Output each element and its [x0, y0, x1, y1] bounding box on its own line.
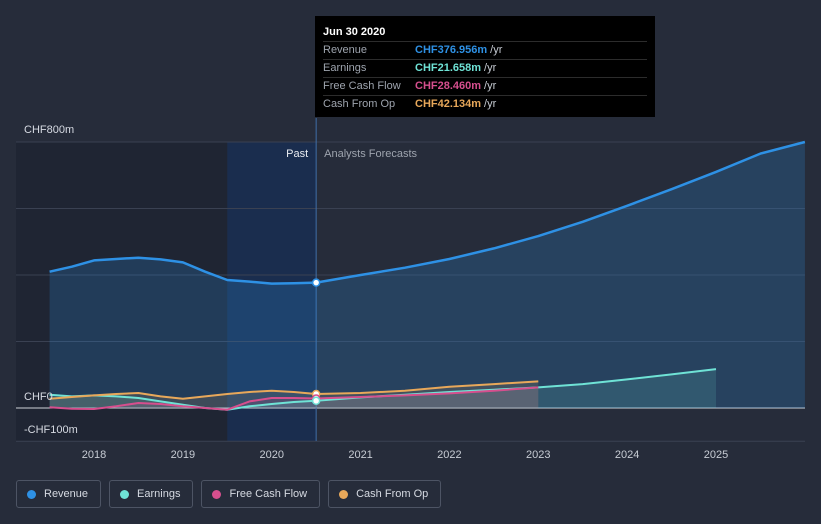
- tooltip-date: Jun 30 2020: [323, 26, 386, 38]
- cash-from-op-dot-icon: [339, 489, 349, 499]
- cash-from-op-area: [49, 381, 539, 408]
- x-tick-label: 2021: [348, 449, 372, 461]
- y-tick-label: -CHF100m: [24, 424, 78, 436]
- legend-label: Cash From Op: [356, 488, 429, 500]
- revenue-line-past: [49, 256, 317, 285]
- legend-label: Free Cash Flow: [229, 488, 308, 500]
- legend-label: Revenue: [44, 488, 89, 500]
- free-cash-flow-line-forecast: [316, 386, 539, 400]
- x-tick-label: 2020: [259, 449, 283, 461]
- legend-item-cash-from-op[interactable]: Cash From Op: [328, 480, 442, 508]
- y-tick-label: CHF800m: [24, 124, 74, 136]
- legend-item-revenue[interactable]: Revenue: [16, 480, 102, 508]
- x-tick-label: 2022: [437, 449, 461, 461]
- hover-markers: [311, 278, 321, 406]
- chart-shading: [16, 142, 317, 441]
- tooltip-row-revenue: Revenue CHF376.956m /yr: [323, 41, 647, 59]
- tooltip-unit: /yr: [484, 98, 497, 110]
- x-tick-label: 2024: [615, 449, 639, 461]
- free-cash-flow-line-past: [49, 397, 317, 411]
- legend-item-earnings[interactable]: Earnings: [109, 480, 194, 508]
- revenue-hover-point: [311, 278, 321, 287]
- tooltip-row-free-cash-flow: Free Cash Flow CHF28.460m /yr: [323, 77, 647, 95]
- legend-label: Earnings: [137, 488, 181, 500]
- earnings-dot-icon: [120, 489, 130, 499]
- cash-from-op-line-past: [49, 389, 317, 400]
- tooltip-unit: /yr: [484, 62, 497, 74]
- tooltip-label: Earnings: [323, 62, 367, 74]
- tooltip-unit: /yr: [484, 80, 497, 92]
- earnings-area: [49, 369, 717, 410]
- earnings-hover-point: [311, 396, 321, 406]
- series-lines: [49, 140, 806, 411]
- x-tick-label: 2023: [526, 449, 550, 461]
- axis-labels: CHF800m CHF0 -CHF100m 2018 2019 2020 2021 2022 2…: [24, 124, 728, 461]
- x-tick-label: 2019: [171, 449, 195, 461]
- forecast-label: Analysts Forecasts: [324, 148, 417, 160]
- tooltip-label: Revenue: [323, 44, 368, 56]
- x-tick-label: 2025: [704, 449, 728, 461]
- revenue-line-forecast: [315, 140, 806, 284]
- revenue-area: [49, 142, 805, 408]
- revenue-dot-icon: [27, 489, 36, 499]
- past-region-shade: [16, 142, 228, 441]
- tooltip-row-earnings: Earnings CHF21.658m /yr: [323, 59, 647, 77]
- tooltip-row-cash-from-op: Cash From Op CHF42.134m /yr: [323, 95, 647, 113]
- tooltip-unit: /yr: [490, 44, 503, 56]
- tooltip-value: CHF21.658m: [415, 62, 482, 74]
- tooltip-value: CHF42.134m: [415, 98, 482, 110]
- legend-item-free-cash-flow[interactable]: Free Cash Flow: [201, 480, 321, 508]
- legend: Revenue Earnings Free Cash Flow Cash Fro…: [16, 480, 442, 508]
- tooltip: Jun 30 2020 Revenue CHF376.956m /yr Earn…: [315, 16, 655, 117]
- tooltip-value: CHF28.460m: [415, 80, 482, 92]
- cash-from-op-line-forecast: [316, 380, 539, 395]
- past-label: Past: [286, 148, 308, 160]
- x-tick-label: 2018: [82, 449, 106, 461]
- y-tick-label: CHF0: [24, 391, 53, 403]
- free-cash-flow-dot-icon: [212, 489, 222, 499]
- tooltip-label: Cash From Op: [323, 98, 396, 110]
- tooltip-label: Free Cash Flow: [323, 80, 401, 92]
- tooltip-value: CHF376.956m: [415, 44, 488, 56]
